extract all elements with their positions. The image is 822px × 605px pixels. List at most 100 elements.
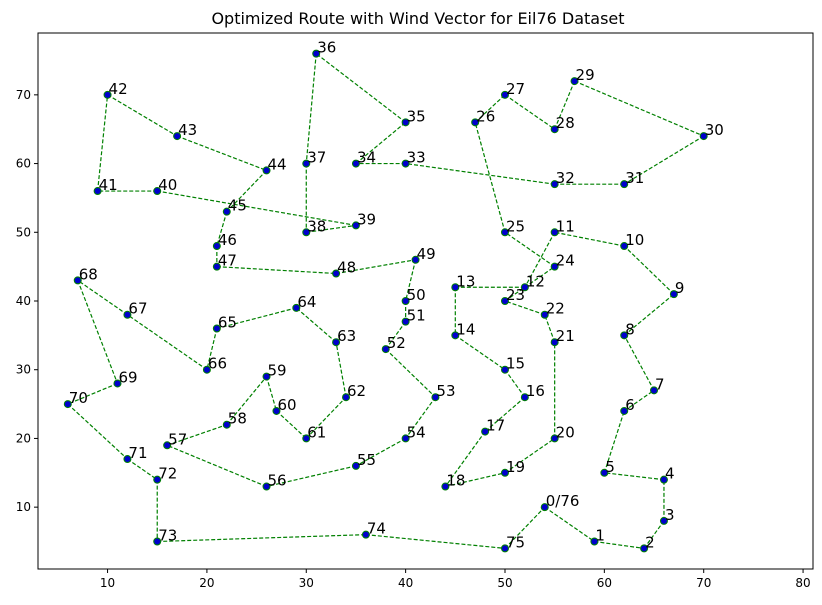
city-node bbox=[699, 132, 708, 141]
route-path bbox=[67, 53, 705, 549]
route-segment bbox=[216, 307, 297, 330]
city-label: 44 bbox=[268, 155, 287, 173]
route-segment bbox=[623, 135, 705, 185]
route-segment bbox=[504, 94, 556, 130]
city-label: 21 bbox=[556, 327, 575, 345]
city-label: 67 bbox=[128, 300, 147, 318]
city-node bbox=[202, 365, 211, 374]
city-node bbox=[659, 516, 668, 525]
route-segment bbox=[445, 472, 506, 488]
city-label: 34 bbox=[357, 149, 376, 167]
city-label: 15 bbox=[506, 355, 525, 373]
city-label: 9 bbox=[675, 279, 685, 297]
city-node bbox=[669, 290, 678, 299]
x-tick-label: 10 bbox=[100, 576, 115, 590]
route-segment bbox=[604, 472, 665, 481]
city-node bbox=[262, 372, 271, 381]
city-label: 74 bbox=[367, 520, 386, 538]
route-segment bbox=[166, 444, 267, 488]
city-node bbox=[500, 228, 509, 237]
route-segment bbox=[623, 293, 675, 336]
x-tick-label: 80 bbox=[795, 576, 810, 590]
x-tick-label: 40 bbox=[398, 576, 413, 590]
city-label: 75 bbox=[506, 533, 525, 551]
city-node bbox=[153, 537, 162, 546]
city-label: 13 bbox=[456, 272, 475, 290]
city-node bbox=[500, 544, 509, 553]
route-segment bbox=[127, 314, 208, 371]
city-label: 36 bbox=[317, 39, 336, 57]
city-label: 59 bbox=[268, 362, 287, 380]
city-label: 61 bbox=[307, 423, 326, 441]
city-node bbox=[471, 118, 480, 127]
city-label: 63 bbox=[337, 327, 356, 345]
route-segment bbox=[266, 465, 357, 488]
y-tick-label: 30 bbox=[16, 363, 31, 377]
route-segment bbox=[276, 410, 307, 439]
y-tick-label: 40 bbox=[16, 294, 31, 308]
route-segment bbox=[504, 506, 546, 549]
city-node bbox=[93, 187, 102, 196]
city-node bbox=[411, 255, 420, 264]
city-label: 24 bbox=[556, 252, 575, 270]
city-label: 47 bbox=[218, 252, 237, 270]
route-segment bbox=[385, 348, 436, 398]
city-node bbox=[351, 461, 360, 470]
y-tick-label: 60 bbox=[16, 157, 31, 171]
city-label: 73 bbox=[158, 527, 177, 545]
city-node bbox=[351, 159, 360, 168]
city-label: 39 bbox=[357, 210, 376, 228]
city-label: 53 bbox=[436, 382, 455, 400]
y-tick-label: 20 bbox=[16, 431, 31, 445]
city-node bbox=[381, 345, 390, 354]
route-segment bbox=[554, 80, 576, 130]
city-label: 37 bbox=[307, 149, 326, 167]
city-node bbox=[500, 90, 509, 99]
route-segment bbox=[544, 314, 556, 343]
city-label: 49 bbox=[417, 245, 436, 263]
city-node bbox=[332, 338, 341, 347]
city-label: 16 bbox=[526, 382, 545, 400]
route-segment bbox=[544, 506, 595, 543]
city-label: 11 bbox=[556, 217, 575, 235]
city-label: 58 bbox=[228, 410, 247, 428]
city-node bbox=[262, 166, 271, 175]
city-node bbox=[163, 441, 172, 450]
city-label: 54 bbox=[407, 423, 426, 441]
city-node bbox=[212, 242, 221, 251]
city-label: 22 bbox=[546, 300, 565, 318]
city-node bbox=[123, 310, 132, 319]
city-node bbox=[401, 118, 410, 127]
city-node bbox=[332, 269, 341, 278]
route-segment bbox=[504, 369, 526, 398]
route-segment bbox=[405, 396, 436, 439]
city-node bbox=[222, 420, 231, 429]
route-segment bbox=[335, 259, 416, 275]
route-segment bbox=[157, 190, 357, 227]
city-node bbox=[302, 434, 311, 443]
city-node bbox=[620, 331, 629, 340]
y-axis: 10 20 30 40 50 60 70 bbox=[16, 88, 38, 514]
city-node bbox=[520, 393, 529, 402]
city-label: 41 bbox=[99, 176, 118, 194]
route-segment bbox=[97, 94, 109, 192]
city-node bbox=[451, 283, 460, 292]
city-node bbox=[212, 324, 221, 333]
route-segment bbox=[295, 307, 337, 343]
city-node bbox=[212, 262, 221, 271]
city-label: 51 bbox=[407, 307, 426, 325]
route-segment bbox=[623, 389, 655, 412]
route-segment bbox=[77, 279, 128, 316]
x-tick-label: 70 bbox=[696, 576, 711, 590]
route-segment bbox=[226, 170, 267, 213]
route-segment bbox=[504, 266, 556, 302]
city-label: 8 bbox=[625, 320, 635, 338]
city-labels: 0/761 23456789101112131415161718192021222… bbox=[69, 39, 724, 552]
route-segment bbox=[405, 162, 555, 185]
route-segment bbox=[504, 231, 556, 268]
city-node bbox=[153, 187, 162, 196]
city-label: 26 bbox=[476, 107, 495, 125]
city-node bbox=[302, 228, 311, 237]
city-node bbox=[441, 482, 450, 491]
route-segment bbox=[474, 122, 506, 233]
